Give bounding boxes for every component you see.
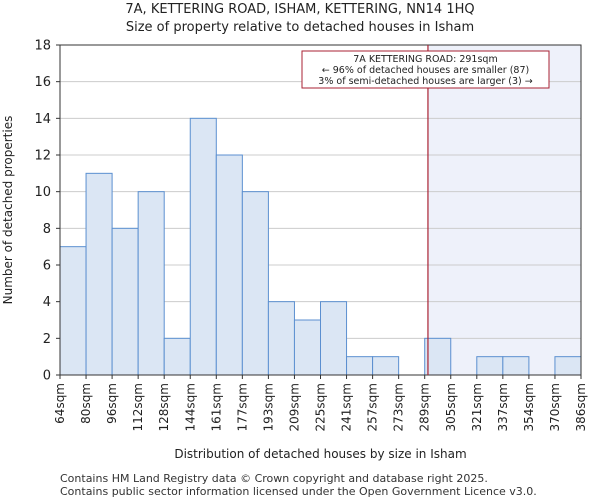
y-tick-label: 8 [43, 222, 51, 237]
x-tick-label: 354sqm [522, 383, 536, 431]
x-tick-label: 321sqm [470, 383, 484, 431]
y-axis-label: Number of detached properties [1, 116, 15, 305]
x-tick-label: 225sqm [314, 383, 328, 431]
x-tick-label: 257sqm [366, 383, 380, 431]
y-tick-label: 0 [43, 369, 51, 384]
annotation-box [301, 50, 550, 89]
x-tick-label: 80sqm [79, 383, 93, 424]
x-tick-label: 177sqm [235, 383, 249, 431]
histogram-bar [293, 319, 322, 376]
histogram-bar [476, 356, 504, 376]
x-tick-label: 241sqm [340, 383, 354, 431]
histogram-bar [267, 301, 295, 376]
x-tick-label: 128sqm [157, 383, 171, 431]
y-tick-label: 18 [34, 39, 51, 54]
x-axis-label: Distribution of detached houses by size … [174, 447, 466, 461]
histogram-bar [189, 117, 217, 376]
chart-subtitle: Size of property relative to detached ho… [125, 20, 475, 35]
histogram-bar [215, 154, 243, 376]
histogram-bar [554, 356, 582, 376]
y-tick-label: 16 [34, 75, 51, 90]
annotation-line-1: 7A KETTERING ROAD: 291sqm [353, 54, 497, 65]
y-tick-label: 12 [34, 149, 51, 164]
x-tick-label: 96sqm [105, 383, 119, 424]
x-tick-label: 273sqm [392, 383, 406, 431]
histogram-bar [137, 191, 165, 376]
x-tick-label: 144sqm [183, 383, 197, 431]
x-tick-label: 386sqm [574, 383, 588, 431]
histogram-bar [163, 337, 191, 376]
histogram-bar [59, 246, 87, 376]
histogram-bar [346, 356, 374, 376]
footer-licence: Contains public sector information licen… [60, 485, 537, 498]
y-tick-label: 14 [34, 112, 51, 127]
x-tick-label: 337sqm [496, 383, 510, 431]
x-tick-label: 370sqm [548, 383, 562, 431]
x-tick-label: 193sqm [261, 383, 275, 431]
y-tick-label: 10 [34, 185, 51, 200]
histogram-bar [424, 337, 452, 376]
x-tick-label: 209sqm [287, 383, 301, 431]
y-tick-label: 4 [43, 295, 51, 310]
x-tick-label: 64sqm [53, 383, 67, 424]
histogram-chart: 0 2 4 6 8 10 12 14 16 18 64sqm 80sqm 96sqm 112sqm 128s… [1, 39, 588, 462]
x-tick-label: 289sqm [418, 383, 432, 431]
x-tick-label: 161sqm [209, 383, 223, 431]
footer-copyright: Contains HM Land Registry data © Crown c… [60, 472, 488, 485]
histogram-bar [85, 172, 113, 376]
chart-title: 7A, KETTERING ROAD, ISHAM, KETTERING, NN… [125, 2, 475, 17]
y-tick-label: 6 [43, 259, 51, 274]
y-tick-label: 2 [43, 332, 51, 347]
histogram-bar [372, 356, 400, 376]
histogram-bar [111, 227, 139, 376]
highlight-region [427, 45, 581, 375]
x-tick-label: 112sqm [131, 383, 145, 431]
x-tick-label: 305sqm [444, 383, 458, 431]
annotation-line-2: ← 96% of detached houses are smaller (87… [322, 65, 529, 76]
annotation-line-3: 3% of semi-detached houses are larger (3… [318, 76, 532, 87]
histogram-bar [502, 356, 530, 376]
histogram-bar [320, 301, 348, 376]
histogram-bar [241, 191, 269, 376]
